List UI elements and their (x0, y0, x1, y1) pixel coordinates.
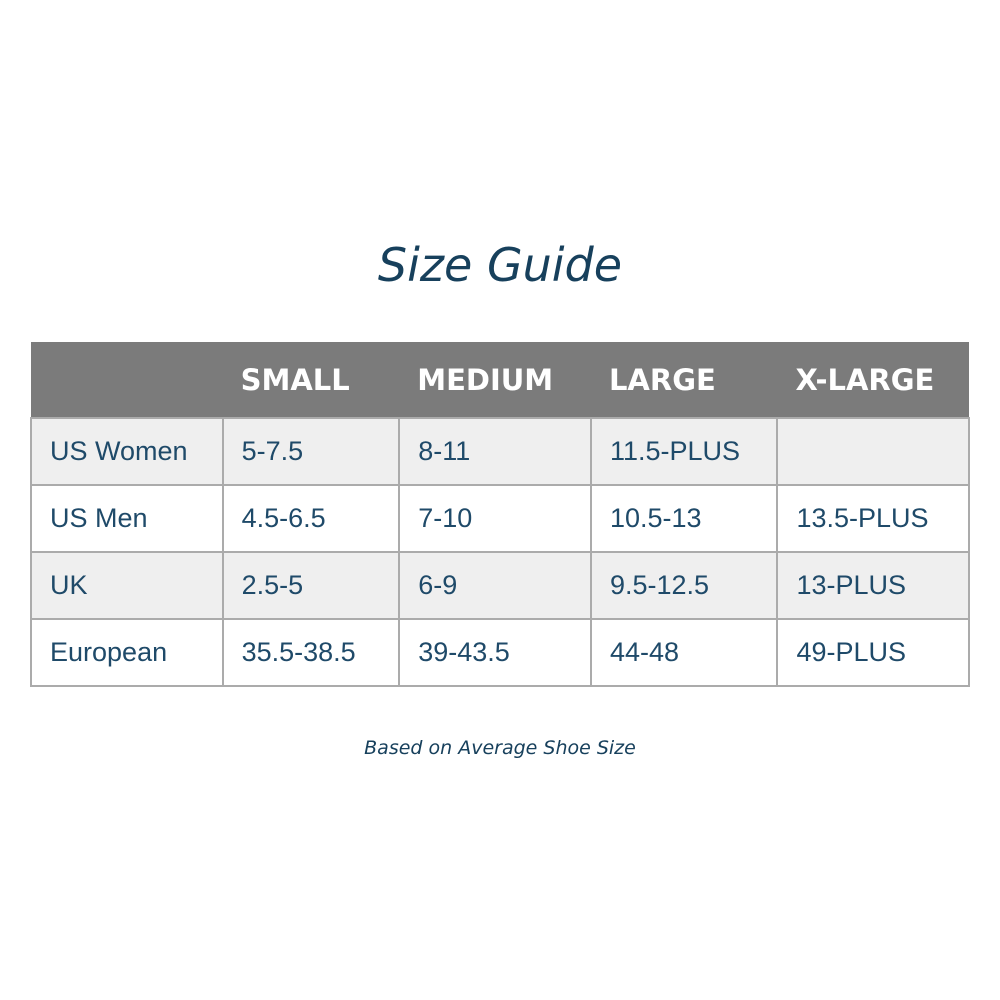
row-label: US Women (30, 417, 224, 486)
table-cell: 6-9 (398, 551, 592, 620)
header-cell (31, 342, 223, 418)
header-row: SMALL MEDIUM LARGE X-LARGE (31, 342, 969, 418)
table-cell (776, 417, 970, 486)
table-cell: 35.5-38.5 (221, 618, 401, 687)
table-cell: 49-PLUS (776, 618, 970, 687)
table-cell: 8-11 (398, 417, 592, 486)
table-cell: 7-10 (398, 484, 592, 553)
table-cell: 9.5-12.5 (589, 551, 779, 620)
header-cell: LARGE (590, 342, 778, 418)
table-row: UK 2.5-5 6-9 9.5-12.5 13-PLUS (30, 551, 970, 620)
table-row: European 35.5-38.5 39-43.5 44-48 49-PLUS (30, 618, 970, 687)
table-row: US Women 5-7.5 8-11 11.5-PLUS (30, 417, 970, 486)
row-label: US Men (30, 484, 224, 553)
table-cell: 5-7.5 (221, 417, 401, 486)
table-cell: 11.5-PLUS (589, 417, 779, 486)
table-cell: 10.5-13 (589, 484, 779, 553)
table-row: US Men 4.5-6.5 7-10 10.5-13 13.5-PLUS (30, 484, 970, 553)
table-cell: 2.5-5 (221, 551, 401, 620)
table-cell: 4.5-6.5 (221, 484, 401, 553)
header-cell: SMALL (222, 342, 400, 418)
table-cell: 39-43.5 (398, 618, 592, 687)
table-cell: 13-PLUS (776, 551, 970, 620)
table-cell: 44-48 (589, 618, 779, 687)
table-cell: 13.5-PLUS (776, 484, 970, 553)
footnote: Based on Average Shoe Size (364, 737, 636, 759)
header-cell: MEDIUM (399, 342, 591, 418)
row-label: UK (30, 551, 224, 620)
page-title: Size Guide (377, 238, 623, 292)
size-table: SMALL MEDIUM LARGE X-LARGE US Women 5-7.5… (30, 342, 970, 687)
header-cell: X-LARGE (777, 342, 969, 418)
row-label: European (30, 618, 224, 687)
